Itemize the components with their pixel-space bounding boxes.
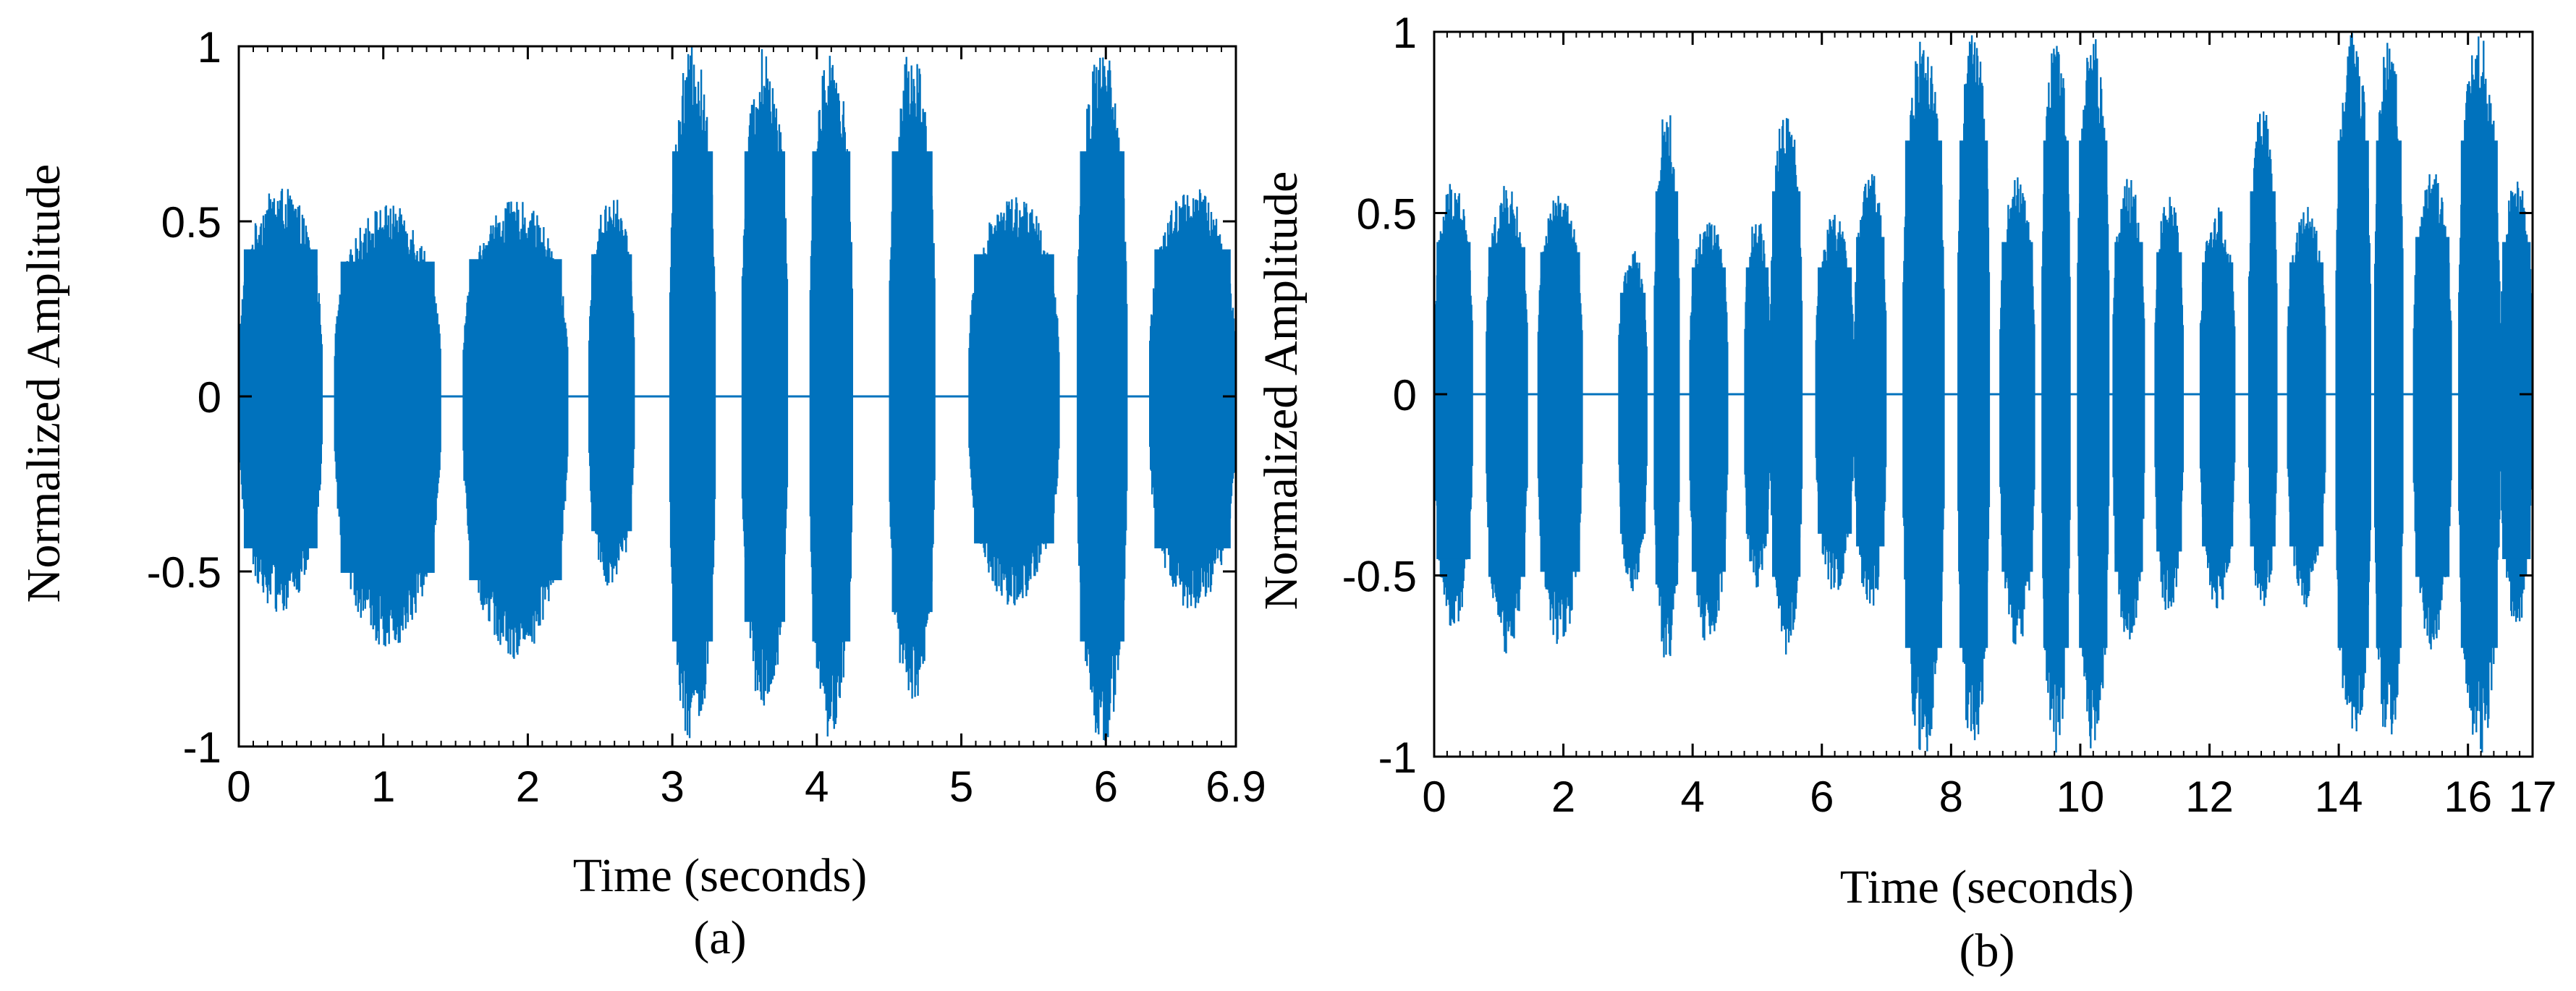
waveform-core-b-18 — [2202, 262, 2234, 547]
waveform-core-b-21 — [2337, 140, 2369, 648]
x-tick-label-b-6: 12 — [2185, 773, 2234, 821]
waveform-core-b-17 — [2156, 252, 2182, 552]
waveform-core-b-15 — [2079, 140, 2108, 648]
x-tick-label-a-3: 3 — [660, 762, 684, 811]
x-tick-label-a-4: 4 — [805, 762, 829, 811]
waveform-core-a-3 — [469, 259, 562, 581]
minor-ticks-a — [238, 46, 1237, 747]
x-tick-label-b-5: 10 — [2056, 773, 2105, 821]
x-tick-label-b-1: 2 — [1551, 773, 1575, 821]
x-tick-label-b-4: 8 — [1939, 773, 1963, 821]
waveform-core-a-8 — [891, 151, 933, 613]
x-tick-label-b-9: 17 — [2509, 773, 2557, 821]
x-tick-label-a-1: 1 — [371, 762, 395, 811]
waveform-core-b-13 — [2001, 242, 2033, 572]
y-axis-label-a: Normalized Amplitude — [17, 164, 70, 603]
x-axis-label-a: Time (seconds) — [573, 849, 867, 902]
waveform-core-b-2 — [1488, 247, 1525, 577]
x-tick-label-a-7: 6.9 — [1206, 762, 1266, 811]
y-tick-label-a-2: 0 — [198, 373, 221, 422]
x-tick-label-b-2: 4 — [1680, 773, 1704, 821]
waveform-core-b-19 — [2250, 191, 2276, 547]
y-tick-label-a-3: -0.5 — [147, 548, 221, 597]
waveform-core-b-20 — [2289, 262, 2324, 547]
waveform-core-b-6 — [1691, 267, 1726, 572]
waveform-core-a-9 — [974, 254, 1054, 544]
waveform-core-b-3 — [1540, 252, 1580, 572]
x-tick-label-b-8: 16 — [2444, 773, 2492, 821]
waveform-core-b-16 — [2114, 242, 2143, 572]
waveform-core-b-11 — [1905, 140, 1942, 648]
waveform-core-b-23 — [2415, 237, 2450, 577]
x-axis-label-b: Time (seconds) — [1840, 861, 2134, 914]
waveform-core-a-1 — [243, 249, 318, 549]
waveform-core-b-25 — [2502, 242, 2531, 559]
waveform-core-a-7 — [812, 151, 851, 642]
waveform-core-b-5 — [1655, 191, 1679, 585]
waveform-series-b — [1434, 33, 2533, 753]
y-tick-label-a-1: 0.5 — [161, 198, 221, 247]
y-tick-label-b-4: -1 — [1378, 733, 1417, 782]
waveform-core-b-12 — [1959, 140, 1988, 648]
chart-panel-b: Normalized Amplitude 0 2 4 6 8 10 12 14 16 17 1 0.5… — [1255, 9, 2556, 977]
x-tick-label-b-0: 0 — [1422, 773, 1446, 821]
waveform-core-b-1 — [1436, 242, 1471, 559]
waveform-core-a-10 — [1080, 151, 1125, 642]
plot-area-a: 0 1 2 3 4 5 6 6.9 1 0.5 0 -0.5 -1 — [147, 23, 1266, 811]
waveform-core-a-6 — [744, 151, 786, 622]
chart-panel-a: Normalized Amplitude 0 1 2 3 4 5 6 6.9 1 0.5 0 -0.5… — [17, 23, 1266, 964]
waveform-core-a-4 — [591, 254, 632, 532]
waveform-core-b-22 — [2376, 140, 2402, 648]
caption-a: (a) — [693, 911, 746, 964]
waveform-core-b-24 — [2460, 140, 2498, 648]
y-tick-label-b-1: 0.5 — [1357, 190, 1417, 239]
y-tick-label-b-3: -0.5 — [1342, 553, 1417, 601]
waveform-core-b-9 — [1818, 267, 1852, 534]
waveform-core-a-11 — [1154, 249, 1231, 549]
y-axis-label-b: Normalized Amplitude — [1255, 171, 1308, 611]
x-tick-label-b-7: 14 — [2315, 773, 2363, 821]
caption-b: (b) — [1959, 924, 2015, 977]
waveform-series-a — [239, 46, 1236, 741]
waveform-core-b-14 — [2043, 140, 2069, 648]
y-tick-label-b-2: 0 — [1393, 371, 1417, 420]
waveform-core-b-10 — [1856, 237, 1885, 547]
y-tick-label-a-4: -1 — [183, 723, 221, 772]
x-tick-label-a-0: 0 — [226, 762, 250, 811]
waveform-core-a-5 — [671, 151, 713, 642]
y-tick-label-b-0: 1 — [1393, 9, 1417, 57]
x-tick-label-a-2: 2 — [516, 762, 540, 811]
plot-area-b: 0 2 4 6 8 10 12 14 16 17 1 0.5 0 -0.5 -1 — [1342, 9, 2557, 821]
x-tick-label-b-3: 6 — [1810, 773, 1834, 821]
x-tick-label-a-6: 6 — [1094, 762, 1118, 811]
waveform-core-b-7 — [1745, 267, 1769, 534]
x-tick-label-a-5: 5 — [949, 762, 973, 811]
y-tick-label-a-0: 1 — [198, 23, 221, 72]
waveform-core-b-8 — [1772, 191, 1801, 577]
waveform-core-a-2 — [340, 261, 435, 573]
waveform-core-b-4 — [1619, 292, 1646, 534]
